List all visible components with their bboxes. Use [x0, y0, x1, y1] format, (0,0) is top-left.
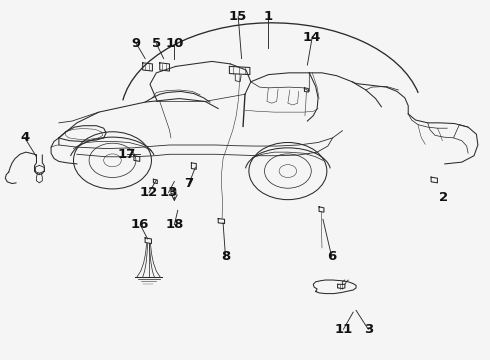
- Text: 2: 2: [439, 192, 448, 204]
- Text: 6: 6: [327, 250, 336, 263]
- Text: 11: 11: [334, 323, 352, 336]
- Text: 5: 5: [152, 37, 161, 50]
- Text: 10: 10: [165, 37, 184, 50]
- Text: 14: 14: [303, 31, 321, 44]
- Text: 4: 4: [20, 131, 29, 144]
- Text: 18: 18: [165, 218, 184, 231]
- Text: 8: 8: [221, 250, 230, 263]
- Text: 7: 7: [184, 177, 194, 190]
- Text: 13: 13: [159, 186, 178, 199]
- Text: 15: 15: [229, 10, 247, 23]
- Text: 12: 12: [140, 186, 158, 199]
- Text: 9: 9: [132, 37, 141, 50]
- Text: 16: 16: [131, 218, 149, 231]
- Text: 17: 17: [118, 148, 136, 161]
- Text: 3: 3: [364, 323, 373, 336]
- Text: 1: 1: [264, 10, 273, 23]
